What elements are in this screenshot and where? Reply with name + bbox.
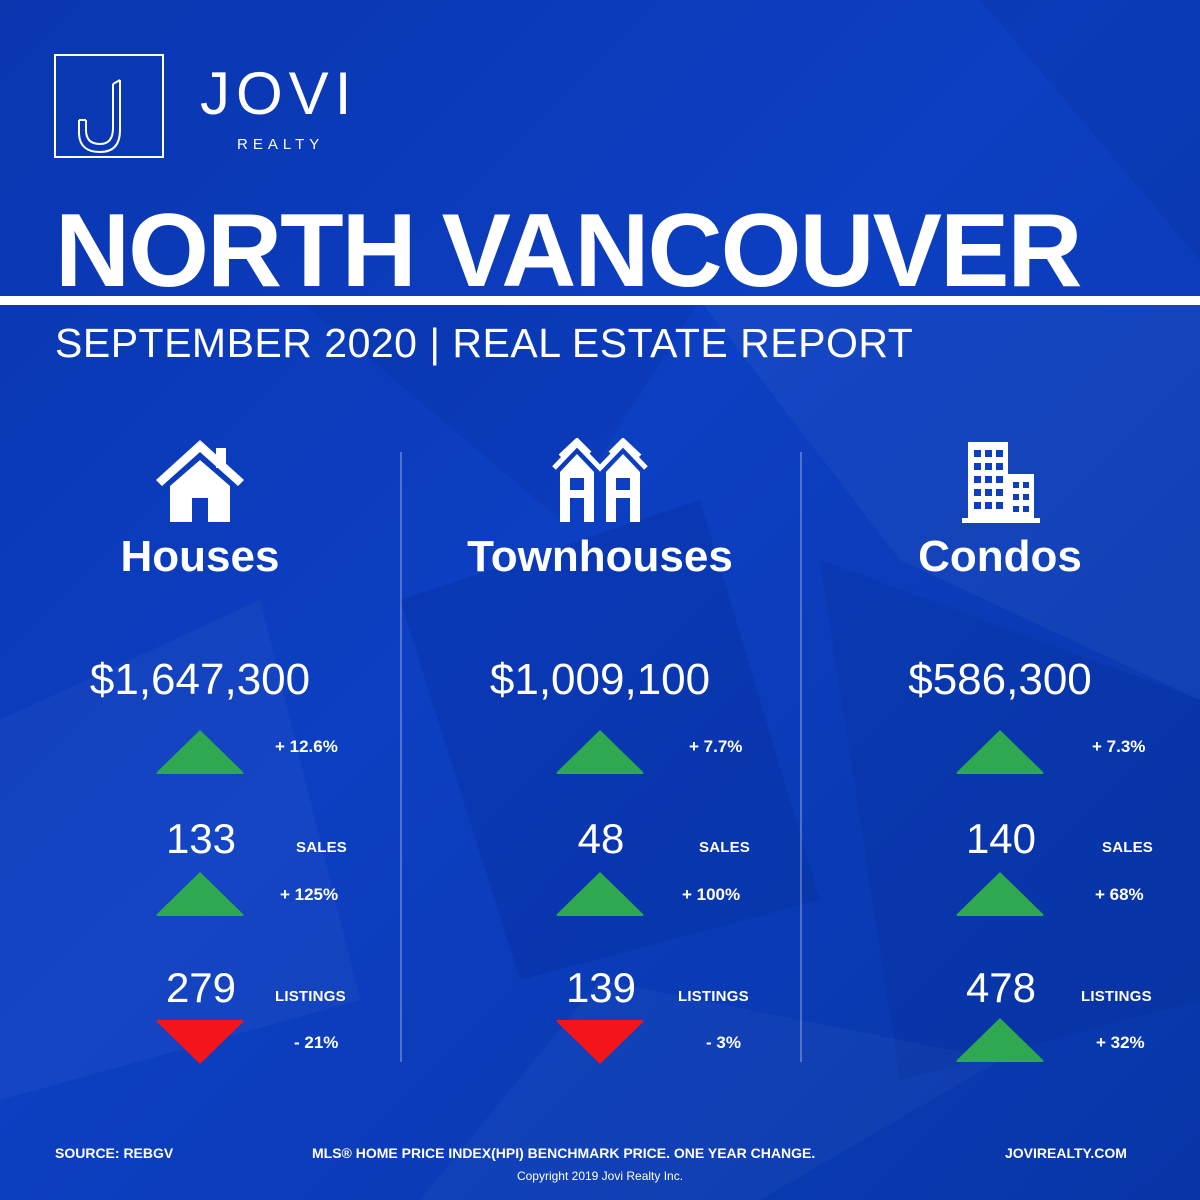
- brand-subtitle: REALTY: [237, 136, 325, 153]
- logo-box: [54, 54, 164, 158]
- source-note: SOURCE: REBGV: [55, 1145, 174, 1161]
- houses-column: Houses $1,647,300 + 12.6% 133 SALES + 12…: [0, 430, 400, 1090]
- page-title: NORTH VANCOUVER: [55, 193, 1082, 309]
- sales-up-arrow-icon: [956, 872, 1044, 916]
- sales-count: 140: [965, 815, 1037, 862]
- listings-count: 478: [965, 964, 1037, 1011]
- price-change: + 7.7%: [689, 737, 743, 756]
- listings-count: 139: [565, 964, 637, 1011]
- sales-change: + 68%: [1095, 885, 1144, 904]
- column-divider: [800, 452, 802, 1062]
- column-title: Condos: [918, 532, 1082, 581]
- hpi-note: MLS® HOME PRICE INDEX(HPI) BENCHMARK PRI…: [312, 1145, 816, 1161]
- townhouses-column: Townhouses $1,009,100 + 7.7% 48 SALES + …: [400, 430, 800, 1090]
- price-change: + 7.3%: [1092, 737, 1146, 756]
- listings-change: + 32%: [1096, 1033, 1145, 1052]
- benchmark-price: $586,300: [908, 655, 1092, 704]
- sales-label: SALES: [1102, 839, 1154, 856]
- sales-change: + 125%: [280, 885, 339, 904]
- sales-label: SALES: [699, 839, 751, 856]
- report-subtitle: SEPTEMBER 2020 | REAL ESTATE REPORT: [55, 320, 914, 366]
- sales-count: 133: [165, 815, 237, 862]
- sales-up-arrow-icon: [156, 872, 244, 916]
- price-up-arrow-icon: [556, 730, 644, 774]
- listings-change: - 21%: [294, 1033, 339, 1052]
- price-change: + 12.6%: [275, 737, 338, 756]
- sales-up-arrow-icon: [556, 872, 644, 916]
- listings-label: LISTINGS: [1081, 988, 1152, 1005]
- website-link[interactable]: JOVIREALTY.COM: [1005, 1145, 1127, 1161]
- sales-label: SALES: [296, 839, 348, 856]
- listings-change: - 3%: [706, 1033, 741, 1052]
- listings-label: LISTINGS: [275, 988, 346, 1005]
- benchmark-price: $1,647,300: [89, 655, 311, 704]
- column-divider: [400, 452, 402, 1062]
- copyright: Copyright 2019 Jovi Realty Inc.: [516, 1169, 684, 1183]
- condo-building-icon: [962, 442, 1040, 523]
- listings-label: LISTINGS: [678, 988, 749, 1005]
- listings-up-arrow-icon: [956, 1018, 1044, 1062]
- column-title: Houses: [120, 532, 280, 581]
- condos-column: Condos $586,300 + 7.3% 140 SALES + 68% 4…: [800, 430, 1200, 1090]
- benchmark-price: $1,009,100: [489, 655, 711, 704]
- townhouse-icon: [552, 438, 648, 522]
- title-underline: [0, 296, 1200, 305]
- sales-change: + 100%: [682, 885, 741, 904]
- listings-down-arrow-icon: [556, 1020, 644, 1064]
- sales-count: 48: [577, 815, 625, 862]
- logo-j-icon: [78, 79, 121, 154]
- price-up-arrow-icon: [956, 730, 1044, 774]
- house-icon: [156, 440, 244, 522]
- brand-name: JOVI: [200, 60, 358, 127]
- price-up-arrow-icon: [156, 730, 244, 774]
- column-title: Townhouses: [467, 532, 733, 581]
- listings-count: 279: [165, 964, 237, 1011]
- listings-down-arrow-icon: [156, 1020, 244, 1064]
